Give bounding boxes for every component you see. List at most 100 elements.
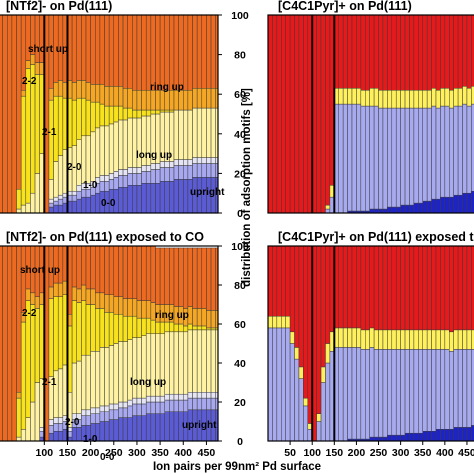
bar-segment-short-up [462, 246, 468, 331]
bar-segment-2-2 [113, 105, 119, 123]
bar-segment-2-2 [187, 323, 193, 331]
bar-segment-0-0 [164, 411, 170, 441]
bar-segment-2-0 [127, 167, 133, 174]
bar-segment-2-1 [95, 127, 101, 178]
x-tick-label: 150 [59, 447, 77, 459]
bar-segment-long-up [418, 349, 423, 434]
bar-segment-layer-5 [210, 88, 216, 109]
bar-segment-0-0 [57, 204, 64, 213]
bar-segment-2-0 [108, 173, 115, 180]
bar-segment-layer-6 [159, 15, 165, 91]
bar-segment-2-1 [169, 331, 175, 395]
bar-segment-short-up [369, 15, 375, 89]
bar-segment-1-0 [201, 163, 207, 178]
bar-segment-2-0 [127, 399, 133, 407]
bar-segment-long-up [400, 349, 406, 436]
bar-segment-2-0 [141, 165, 147, 172]
bar-segment-1-0 [159, 401, 165, 414]
bar-segment-layer-6 [122, 15, 128, 89]
y-tick-label: 20 [234, 397, 246, 409]
bar-segment-layer-5 [210, 310, 216, 329]
bar-segment-short-up [466, 15, 472, 89]
bar-segment-2-0 [53, 417, 59, 424]
bar-segment-layer-5 [187, 89, 193, 111]
bar-segment-short-up [378, 15, 384, 91]
bar-segment-short-up [449, 246, 454, 333]
bar-segment-ring-up [289, 331, 295, 344]
bar-segment-ring-up [400, 329, 406, 350]
bar-segment-long-up [422, 349, 428, 432]
bar-segment-layer-6 [76, 15, 82, 81]
bar-segment-0-0 [132, 415, 138, 441]
bar-segment-2-1 [81, 135, 87, 184]
bar-segment-short-up [351, 15, 357, 89]
bar-segment-2-2 [206, 327, 212, 331]
bar-segment-short-up [449, 15, 454, 91]
bar-segment-ring-up [435, 329, 441, 350]
bar-segment-short-up [316, 246, 322, 414]
bar-segment-1-0 [183, 399, 189, 412]
x-tick-label: 350 [414, 447, 432, 459]
bar-segment-short-up [457, 246, 463, 331]
bar-segment-ring-up [369, 88, 375, 107]
bar-segment-2-0 [155, 395, 161, 403]
bar-segment-long-up [373, 105, 379, 210]
bar-segment-short-up [338, 246, 344, 329]
bar-segment-upright [418, 202, 423, 213]
bar-segment-long-up [294, 358, 300, 441]
bar-segment-upright [413, 202, 419, 213]
bar-segment-ring-up [378, 329, 384, 350]
bar-segment-0-0 [136, 185, 142, 213]
bar-segment-ring-up [413, 329, 419, 350]
bar-segment-0-0 [127, 185, 133, 213]
bar-segment-2-0 [169, 393, 175, 401]
bar-segment-layer-6 [141, 246, 147, 301]
x-tick-label: 250 [105, 447, 123, 459]
bar-segment-short-up [431, 15, 437, 89]
bar-segment-2-0 [206, 392, 212, 399]
bar-segment-short-up [409, 15, 415, 91]
bar-segment-0-0 [150, 183, 156, 213]
bar-segment-long-up [347, 347, 353, 440]
bar-segment-2-0 [169, 161, 175, 168]
bar-segment-2-2 [48, 99, 54, 180]
bar-segment-ring-up [387, 89, 393, 109]
bar-segment-layer-5 [53, 282, 59, 297]
bar-segment-1-0 [196, 397, 203, 411]
bar-segment-layer-5 [90, 84, 96, 103]
bar-segment-2-0 [118, 401, 124, 409]
bar-segment-long-up [444, 105, 450, 198]
y-tick-label: 40 [234, 129, 246, 141]
bar-segment-long-up [400, 107, 406, 206]
bar-segment-layer-5 [104, 294, 110, 313]
series-label: ring up [155, 310, 189, 321]
bar-segment-ring-up [373, 88, 379, 107]
bar-segment-2-1 [30, 401, 36, 441]
bar-segment-0-0 [159, 181, 165, 213]
bar-segment-short-up [289, 15, 295, 213]
bar-segment-2-0 [104, 175, 110, 182]
bar-segment-long-up [457, 349, 463, 428]
bar-segment-layer-6 [108, 15, 115, 87]
bar-segment-layer-5 [57, 282, 64, 297]
bar-segment-short-up [391, 246, 397, 331]
bar-segment-ring-up [395, 89, 401, 109]
bar-segment-ring-up [338, 88, 344, 105]
bar-segment-2-2 [95, 308, 101, 352]
bar-segment-2-2 [30, 304, 36, 403]
bar-segment-2-0 [118, 169, 124, 176]
bar-segment-ring-up [409, 89, 415, 109]
bar-segment-2-2 [169, 321, 175, 333]
bar-segment-2-0 [122, 169, 128, 176]
bar-segment-long-up [351, 103, 357, 212]
bar-segment-1-0 [150, 169, 156, 184]
y-tick-label: 60 [234, 89, 246, 101]
x-tick-label: 450 [198, 447, 216, 459]
bar-segment-ring-up [395, 329, 401, 350]
bar-segment-2-0 [95, 407, 101, 414]
bar-segment-short-up [316, 15, 322, 213]
bar-segment-2-1 [113, 343, 119, 405]
bar-segment-upright [431, 198, 437, 213]
bar-segment-layer-5 [141, 89, 147, 111]
bar-segment-2-1 [183, 331, 189, 395]
